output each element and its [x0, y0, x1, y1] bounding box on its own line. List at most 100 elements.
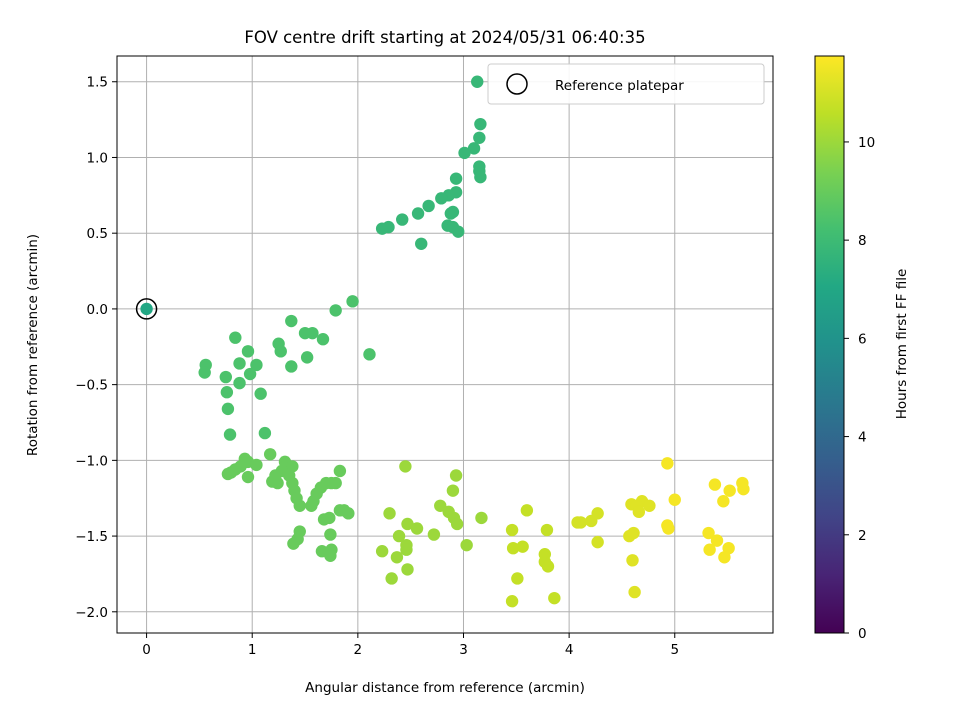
data-point [449, 172, 463, 185]
colorbar-gradient [814, 55, 845, 634]
data-point [233, 357, 246, 370]
data-point [324, 528, 337, 541]
data-point [399, 460, 412, 473]
data-point [410, 522, 424, 535]
data-point [306, 326, 319, 340]
data-point [471, 75, 484, 88]
colorbar-tick-label: 10 [858, 135, 875, 151]
data-point [643, 499, 656, 512]
legend-box [487, 63, 765, 105]
data-point [718, 551, 731, 564]
x-axis-label: Angular distance from reference (arcmin) [305, 680, 585, 696]
y-tick-label: 1.0 [87, 150, 108, 166]
colorbar-ticks: 0 2 4 6 8 10 [844, 135, 875, 642]
data-point [396, 213, 409, 226]
data-point [346, 295, 359, 308]
data-point [473, 131, 486, 144]
chart-title: FOV centre drift starting at 2024/05/31 … [244, 28, 645, 47]
data-point [220, 386, 234, 399]
data-point [263, 448, 277, 461]
data-point [632, 505, 646, 519]
colorbar-tick-label: 6 [858, 331, 867, 347]
x-tick-label: 2 [354, 642, 363, 658]
data-point [475, 511, 488, 525]
data-point [241, 470, 255, 484]
colorbar-label: Hours from first FF file [894, 269, 910, 420]
colorbar-tick-label: 8 [858, 233, 867, 249]
x-axis-ticks: 0 1 2 3 4 5 [142, 633, 679, 658]
data-point [316, 332, 330, 346]
data-point [285, 360, 298, 373]
data-point [723, 484, 736, 497]
data-points [140, 75, 750, 608]
data-point [287, 537, 300, 550]
data-point [250, 358, 263, 372]
data-point [229, 331, 242, 344]
data-point [233, 376, 246, 390]
x-tick-label: 3 [459, 642, 468, 658]
data-point [400, 543, 413, 556]
data-point [541, 560, 555, 573]
data-point [385, 572, 398, 585]
legend-label-reference: Reference platepar [555, 78, 684, 94]
data-point [449, 469, 463, 482]
data-point [363, 348, 376, 361]
data-point [342, 507, 355, 520]
data-point [702, 526, 715, 540]
data-point [626, 554, 639, 567]
data-point [627, 526, 640, 540]
data-point [450, 517, 464, 531]
y-axis-ticks: −2.0 −1.5 −1.0 −0.5 0.0 0.5 1.0 1.5 [75, 75, 117, 621]
data-point [221, 402, 235, 416]
data-point [460, 538, 473, 552]
data-point [250, 458, 263, 472]
x-tick-label: 1 [248, 642, 257, 658]
y-axis-label: Rotation from reference (arcmin) [25, 234, 41, 456]
data-point [540, 523, 554, 537]
data-point [458, 146, 471, 160]
data-point [317, 513, 331, 526]
x-tick-label: 0 [142, 642, 151, 658]
data-point [505, 594, 519, 608]
data-point [415, 237, 428, 250]
data-point [285, 314, 298, 328]
data-point [274, 345, 287, 358]
data-point [329, 304, 342, 317]
data-point [390, 551, 404, 564]
data-point [516, 540, 529, 553]
data-point [505, 523, 519, 537]
y-tick-label: 0.5 [87, 226, 108, 242]
y-tick-label: 1.5 [87, 75, 108, 91]
data-point [710, 534, 724, 547]
data-point [140, 302, 153, 316]
data-point [219, 370, 233, 384]
data-point [474, 117, 487, 131]
x-tick-label: 4 [565, 642, 574, 658]
data-point [467, 142, 481, 155]
data-point [548, 591, 561, 605]
data-point [258, 426, 272, 440]
data-point [324, 549, 337, 562]
data-point [708, 478, 722, 491]
data-point [591, 507, 604, 520]
data-point [401, 517, 414, 531]
data-point [520, 504, 534, 517]
legend-reference-marker [506, 73, 528, 95]
data-point [446, 205, 460, 219]
colorbar-tick-label: 2 [858, 528, 867, 544]
colorbar-tick-label: 4 [858, 430, 867, 446]
data-point [300, 351, 314, 364]
reference-marker [135, 298, 158, 320]
y-tick-label: −2.0 [75, 605, 108, 621]
y-tick-label: −1.5 [75, 529, 108, 545]
data-point [411, 207, 425, 220]
data-point [737, 482, 750, 496]
data-point [446, 484, 460, 497]
data-point [241, 345, 255, 358]
data-point [628, 585, 641, 599]
data-point [668, 493, 681, 506]
y-tick-label: −0.5 [75, 378, 108, 394]
data-point [383, 507, 396, 520]
data-point [271, 476, 284, 490]
data-point [661, 457, 674, 470]
